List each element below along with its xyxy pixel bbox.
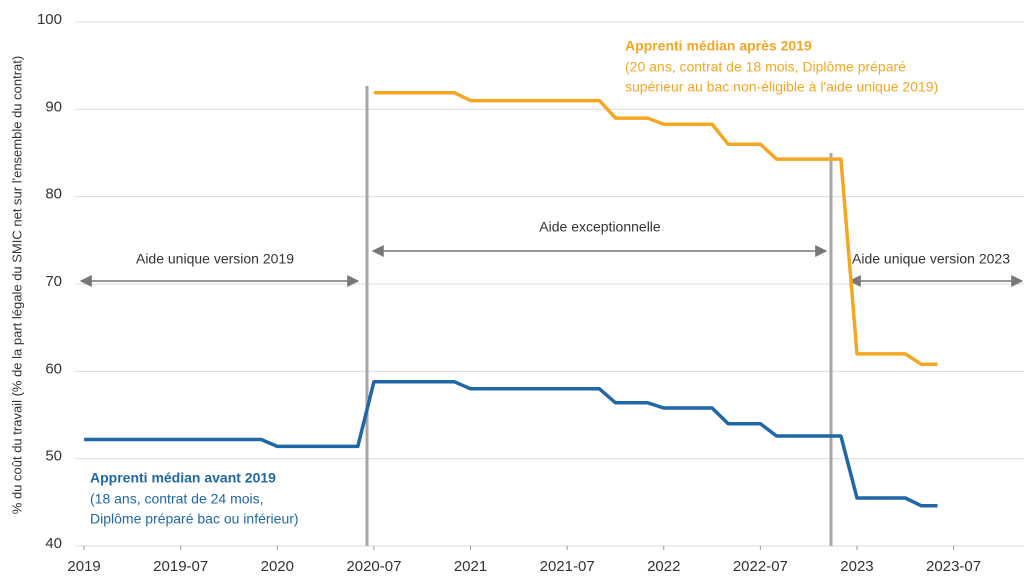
series-note: (20 ans, contrat de 18 mois, Diplôme pré… — [625, 59, 906, 75]
period-label: Aide unique version 2019 — [136, 251, 294, 267]
x-tick-label: 2021 — [454, 558, 487, 575]
series-note: (18 ans, contrat de 24 mois, — [90, 491, 264, 507]
series-note: Diplôme préparé bac ou inférieur) — [90, 511, 299, 527]
y-tick-label: 80 — [45, 186, 62, 203]
x-tick-label: 2023 — [840, 558, 873, 575]
x-tick-label: 2022-07 — [733, 558, 788, 575]
y-tick-label: 90 — [45, 98, 62, 115]
x-tick-label: 2021-07 — [540, 558, 595, 575]
y-tick-label: 50 — [45, 448, 62, 465]
x-tick-label: 2019-07 — [153, 558, 208, 575]
x-tick-label: 2019 — [67, 558, 100, 575]
series-label: Apprenti médian après 2019 — [625, 38, 812, 54]
y-tick-label: 70 — [45, 273, 62, 290]
y-axis-label: % du coût du travail (% de la part légal… — [9, 56, 24, 514]
period-label: Aide exceptionnelle — [539, 219, 661, 235]
series-line — [373, 90, 938, 367]
x-tick-label: 2020 — [261, 558, 294, 575]
series-note: supérieur au bac non-éligible à l'aide u… — [625, 79, 938, 95]
x-tick-label: 2020-07 — [346, 558, 401, 575]
x-tick-label: 2023-07 — [926, 558, 981, 575]
period-label: Aide unique version 2023 — [852, 251, 1010, 267]
y-tick-label: 100 — [37, 11, 62, 28]
series-label: Apprenti médian avant 2019 — [90, 470, 276, 486]
series-line — [84, 380, 938, 508]
x-tick-label: 2022 — [647, 558, 680, 575]
y-tick-label: 40 — [45, 535, 62, 552]
y-tick-label: 60 — [45, 360, 62, 377]
